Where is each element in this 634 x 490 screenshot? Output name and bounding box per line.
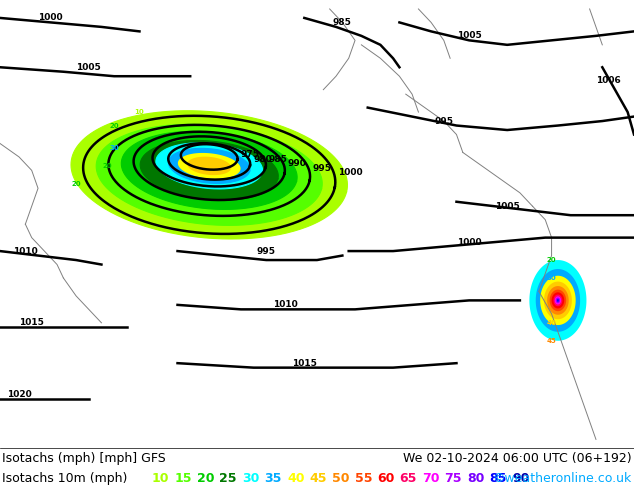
Text: 50: 50 [332,472,349,485]
Text: 20: 20 [71,181,81,187]
Text: 20: 20 [103,163,113,169]
Text: 1010: 1010 [13,246,38,256]
Text: 975: 975 [241,150,260,159]
Text: 80: 80 [467,472,484,485]
Text: 995: 995 [313,164,332,172]
Text: 985: 985 [269,155,288,164]
Polygon shape [140,141,278,200]
Text: 40: 40 [287,472,304,485]
Polygon shape [552,293,564,309]
Text: 70: 70 [422,472,439,485]
Text: 1005: 1005 [76,63,101,72]
Text: 85: 85 [489,472,507,485]
Text: 25: 25 [219,472,237,485]
Text: 65: 65 [399,472,417,485]
Text: 980: 980 [253,155,272,164]
Polygon shape [187,157,231,175]
Text: 1000: 1000 [39,13,63,23]
Text: 1000: 1000 [338,168,363,177]
Polygon shape [544,282,572,319]
Text: 1000: 1000 [457,238,481,246]
Text: 1006: 1006 [596,76,621,85]
Text: We 02-10-2024 06:00 UTC (06+192): We 02-10-2024 06:00 UTC (06+192) [403,452,632,466]
Text: 30: 30 [109,145,119,151]
Text: 995: 995 [434,117,453,125]
Text: 20: 20 [197,472,214,485]
Text: 60: 60 [377,472,394,485]
Polygon shape [555,296,561,304]
Text: 10: 10 [134,109,145,115]
Text: Isotachs 10m (mph): Isotachs 10m (mph) [2,472,127,485]
Text: ©weatheronline.co.uk: ©weatheronline.co.uk [493,472,632,485]
Polygon shape [156,143,262,189]
Text: 20: 20 [109,122,119,128]
Text: 10: 10 [152,472,169,485]
Polygon shape [540,276,576,325]
Text: 30: 30 [242,472,259,485]
Text: 985: 985 [333,18,352,27]
Text: 45: 45 [547,338,557,344]
Polygon shape [529,260,586,341]
Polygon shape [71,111,347,239]
Text: 1020: 1020 [6,390,32,399]
Text: Isotachs (mph) [mph] GFS: Isotachs (mph) [mph] GFS [2,452,165,466]
Text: 15: 15 [174,472,192,485]
Text: 1005: 1005 [495,202,520,211]
Polygon shape [547,286,569,315]
Text: 1005: 1005 [456,31,482,40]
Polygon shape [96,124,322,225]
Polygon shape [557,298,559,302]
Text: 75: 75 [444,472,462,485]
Text: 1015: 1015 [292,359,317,368]
Polygon shape [169,148,250,183]
Text: 40: 40 [547,320,557,326]
Text: 995: 995 [257,246,276,256]
Polygon shape [550,290,566,311]
Text: 35: 35 [264,472,282,485]
Polygon shape [178,153,240,179]
Text: 1010: 1010 [273,300,298,309]
Text: 45: 45 [309,472,327,485]
Polygon shape [536,269,580,332]
Text: 90: 90 [512,472,529,485]
Polygon shape [121,131,297,209]
Text: 20: 20 [547,257,557,263]
Text: 30: 30 [547,275,557,281]
Text: 55: 55 [354,472,372,485]
Text: 1015: 1015 [19,318,44,327]
Polygon shape [553,294,562,306]
Polygon shape [557,299,559,302]
Polygon shape [556,297,560,303]
Text: 990: 990 [288,159,307,168]
